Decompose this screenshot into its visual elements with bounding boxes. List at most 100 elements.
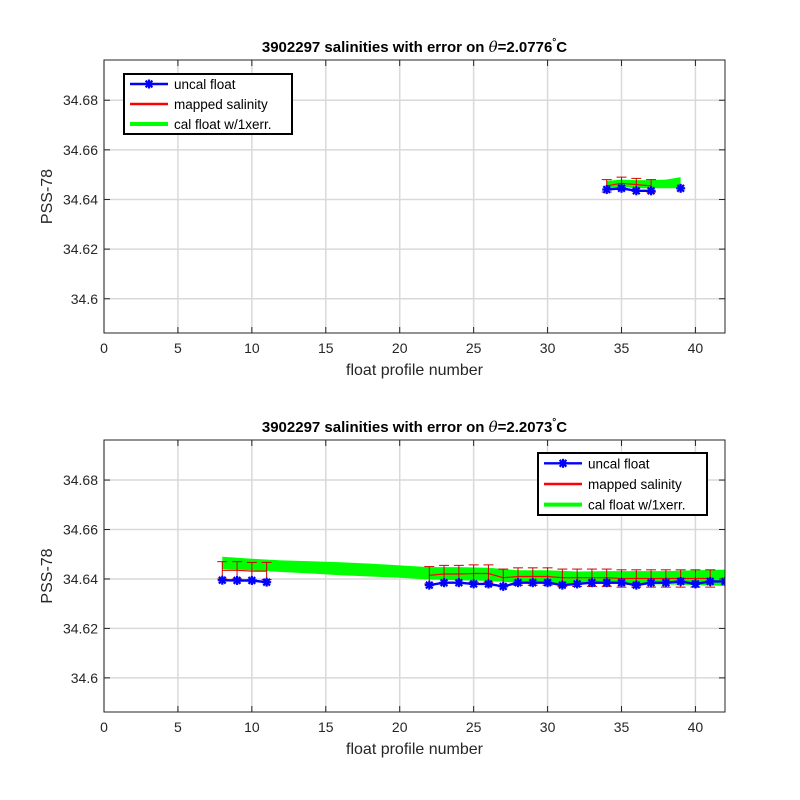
y-tick-label: 34.68 [63, 92, 98, 108]
legend: uncal float mapped salinity cal float w/1x… [537, 452, 708, 516]
y-tick-label: 34.64 [63, 191, 98, 207]
legend: uncal float mapped salinity cal float w/1x… [123, 73, 293, 135]
y-tick-label: 34.6 [71, 670, 98, 686]
uncal-float-marker [513, 578, 523, 588]
uncal-float-marker [247, 575, 257, 585]
legend-item: uncal float [130, 77, 236, 92]
data-layer [217, 556, 725, 591]
mapped-salinity-line [429, 572, 711, 580]
x-tick-label: 10 [244, 340, 260, 356]
x-tick-label: 5 [174, 719, 182, 735]
legend-label: mapped salinity [174, 97, 268, 112]
uncal-float-marker [232, 575, 242, 585]
uncal-float-marker [454, 578, 464, 588]
uncal-float-marker [587, 578, 597, 588]
mapped-salinity-line [606, 182, 652, 187]
title-value: =2.0776 [498, 39, 553, 56]
title-unit: C [556, 39, 567, 56]
x-tick-label: 35 [614, 340, 630, 356]
legend-item: mapped salinity [544, 477, 682, 492]
x-tick-label: 40 [688, 340, 704, 356]
uncal-float-marker [498, 581, 508, 591]
legend-marker [144, 79, 154, 89]
x-axis-label: float profile number [346, 741, 484, 758]
title-degree: ° [552, 417, 556, 428]
x-tick-label: 15 [318, 719, 334, 735]
uncal-float-marker [690, 579, 700, 589]
uncal-float-marker [572, 579, 582, 589]
legend-item: cal float w/1xerr. [130, 117, 272, 132]
uncal-float-marker [676, 576, 686, 586]
x-tick-label: 15 [318, 340, 334, 356]
x-tick-label: 20 [392, 340, 408, 356]
uncal-float-marker [646, 186, 656, 196]
uncal-float-marker [661, 578, 671, 588]
y-axis-label: PSS-78 [39, 169, 56, 224]
legend-label: uncal float [588, 456, 650, 471]
uncal-float-marker [557, 580, 567, 590]
y-tick-label: 34.64 [63, 571, 98, 587]
axes-box [103, 439, 726, 713]
x-tick-label: 30 [540, 719, 556, 735]
x-tick-label: 10 [244, 719, 260, 735]
x-tick-label: 25 [466, 340, 482, 356]
uncal-float-marker [631, 580, 641, 590]
x-tick-label: 0 [100, 340, 108, 356]
uncal-float-marker [528, 578, 538, 588]
chart-1: 0 5 10 15 20 25 30 35 40 34.6 34.62 34.64 34.66 34.68… [39, 37, 726, 379]
x-tick-label: 35 [614, 719, 630, 735]
x-tick-label: 25 [466, 719, 482, 735]
legend-item: cal float w/1xerr. [544, 498, 686, 513]
title-value: =2.2073 [498, 419, 553, 436]
title-unit: C [556, 419, 567, 436]
legend-item: mapped salinity [130, 97, 268, 112]
uncal-float-marker [217, 575, 227, 585]
legend-marker [558, 458, 568, 468]
uncal-float-marker [424, 580, 434, 590]
y-tick-label: 34.66 [63, 142, 98, 158]
y-tick-label: 34.62 [63, 241, 98, 257]
uncal-float-line [222, 579, 267, 584]
y-tick-label: 34.62 [63, 620, 98, 636]
title-theta: θ [489, 38, 498, 56]
y-tick-label: 34.66 [63, 522, 98, 538]
axes-box [103, 59, 726, 334]
uncal-float-marker [705, 576, 715, 586]
uncal-float-marker [617, 578, 626, 588]
x-axis-label: float profile number [346, 362, 484, 379]
legend-item: uncal float [544, 456, 650, 471]
chart-title: 3902297 salinities with error on θ=2.077… [262, 37, 567, 56]
chart-title: 3902297 salinities with error on θ=2.207… [262, 417, 567, 436]
uncal-float-marker [469, 579, 479, 589]
title-theta: θ [489, 418, 498, 436]
data-layer [601, 176, 686, 196]
legend-label: uncal float [174, 77, 236, 92]
uncal-float-marker [676, 183, 686, 193]
title-degree: ° [552, 37, 556, 48]
title-prefix: 3902297 salinities with error on [262, 39, 489, 56]
chart-2: 0 5 10 15 20 25 30 35 40 34.6 34.62 34.64 34.66 34.68… [39, 417, 726, 758]
uncal-float-line [606, 187, 652, 193]
legend-label: cal float w/1xerr. [174, 117, 272, 132]
y-tick-label: 34.6 [71, 291, 98, 307]
mapped-salinity-line [222, 569, 267, 572]
title-prefix: 3902297 salinities with error on [262, 419, 489, 436]
x-tick-label: 40 [688, 719, 704, 735]
legend-label: mapped salinity [588, 477, 682, 492]
uncal-float-marker [602, 578, 612, 588]
x-tick-label: 5 [174, 340, 182, 356]
uncal-float-marker [631, 186, 641, 196]
x-tick-label: 30 [540, 340, 556, 356]
uncal-float-marker [262, 577, 272, 587]
y-tick-label: 34.68 [63, 472, 98, 488]
uncal-float-marker [617, 183, 626, 193]
uncal-float-marker [543, 578, 553, 588]
uncal-float-marker [646, 578, 656, 588]
y-axis-label: PSS-78 [39, 548, 56, 603]
uncal-float-marker [439, 578, 449, 588]
uncal-float-marker [483, 579, 493, 589]
x-tick-label: 20 [392, 719, 408, 735]
x-tick-label: 0 [100, 719, 108, 735]
legend-label: cal float w/1xerr. [588, 498, 686, 513]
